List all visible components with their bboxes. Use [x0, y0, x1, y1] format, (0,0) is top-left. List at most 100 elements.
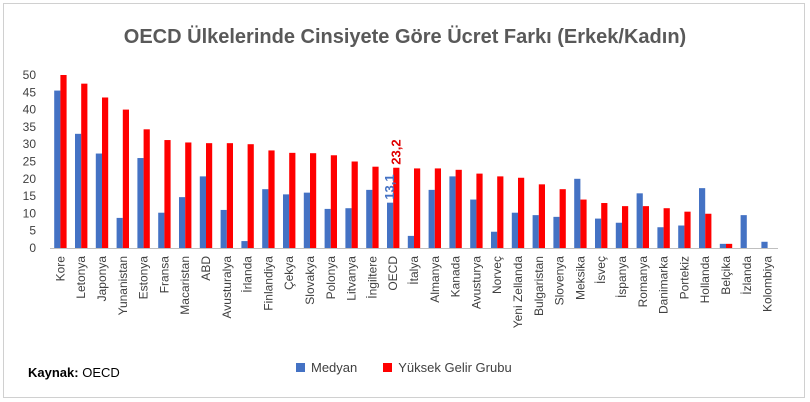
bar-medyan [241, 241, 248, 248]
bar-medyan [553, 216, 560, 248]
bar-medyan [719, 243, 726, 248]
bar-yuksek-gelir [622, 206, 629, 248]
bar-yuksek-gelir [247, 144, 254, 248]
x-tick-label: İzlanda [740, 256, 754, 295]
bar-yuksek-gelir [538, 184, 545, 248]
data-label: 23,2 [388, 139, 403, 164]
bar-medyan [262, 189, 269, 248]
bar-yuksek-gelir [268, 150, 275, 248]
y-tick-label: 30 [23, 137, 37, 151]
bar-yuksek-gelir [705, 213, 712, 248]
x-tick-label: Polonya [324, 256, 338, 300]
bar-medyan [75, 133, 82, 248]
x-tick-label: Finlandiya [261, 256, 275, 311]
bar-medyan [532, 215, 539, 248]
bar-medyan [407, 235, 414, 248]
bar-yuksek-gelir [476, 173, 483, 248]
bar-yuksek-gelir [226, 143, 233, 248]
y-tick-label: 20 [23, 172, 37, 186]
x-tick-label: Portekiz [677, 256, 691, 299]
bar-yuksek-gelir [455, 169, 462, 248]
x-tick-label: İsveç [594, 256, 608, 284]
bar-yuksek-gelir [206, 143, 213, 248]
bar-medyan [137, 158, 144, 248]
bar-medyan [283, 194, 290, 248]
x-tick-label: Yunanistan [116, 256, 130, 315]
bar-yuksek-gelir [372, 166, 379, 248]
legend-label-yuksek-gelir: Yüksek Gelir Grubu [398, 360, 512, 375]
x-tick-label: Belçika [719, 256, 733, 295]
bar-yuksek-gelir [330, 155, 337, 248]
x-tick-label: Letonya [74, 256, 88, 299]
x-tick-label: Slovakya [303, 256, 317, 305]
x-tick-label: Almanya [428, 256, 442, 303]
bar-medyan [740, 215, 747, 248]
bar-yuksek-gelir [559, 189, 566, 248]
x-tick-label: ABD [199, 256, 213, 281]
bar-yuksek-gelir [497, 176, 504, 248]
bar-medyan [761, 241, 768, 248]
legend-item-medyan: Medyan [296, 360, 357, 375]
bar-medyan [179, 197, 186, 248]
bar-medyan [491, 231, 498, 248]
source-label: Kaynak: [28, 365, 79, 380]
bar-medyan [116, 217, 123, 248]
bar-yuksek-gelir [60, 75, 67, 248]
legend: Medyan Yüksek Gelir Grubu [296, 360, 512, 375]
x-tick-label: Norveç [490, 256, 504, 294]
bar-medyan [199, 176, 206, 248]
x-tick-label: İrlanda [241, 256, 255, 293]
bar-medyan [678, 225, 685, 248]
legend-swatch-yuksek-gelir [383, 363, 393, 372]
x-tick-label: Kanada [449, 256, 463, 298]
bar-medyan [574, 178, 581, 248]
y-tick-label: 10 [23, 206, 37, 220]
bar-medyan [95, 153, 102, 248]
x-tick-label: İtalya [407, 256, 421, 285]
y-tick-label: 40 [23, 103, 37, 117]
bar-yuksek-gelir [164, 140, 171, 248]
bar-medyan [615, 222, 622, 248]
bar-medyan [511, 212, 518, 248]
bar-medyan [345, 208, 352, 248]
bar-medyan [366, 189, 373, 248]
bar-medyan [449, 176, 456, 248]
bar-medyan [636, 193, 643, 248]
bar-yuksek-gelir [81, 83, 88, 249]
bar-yuksek-gelir [143, 129, 150, 248]
bar-medyan [158, 212, 165, 248]
x-tick-label: Fransa [157, 256, 171, 294]
y-tick-label: 45 [23, 85, 37, 99]
bar-medyan [699, 188, 706, 248]
chart-title: OECD Ülkelerinde Cinsiyete Göre Ücret Fa… [123, 26, 687, 48]
x-tick-label: Meksika [573, 256, 587, 300]
bar-yuksek-gelir [663, 208, 670, 248]
x-tick-label: İspanya [615, 256, 629, 298]
bar-yuksek-gelir [414, 168, 421, 248]
bar-medyan [470, 199, 477, 248]
source-value: OECD [82, 365, 120, 380]
bar-medyan [303, 192, 310, 248]
x-tick-label: Çekya [282, 256, 296, 290]
x-tick-label: Avusturalya [220, 256, 234, 319]
legend-item-yuksek-gelir: Yüksek Gelir Grubu [383, 360, 512, 375]
legend-label-medyan: Medyan [311, 360, 358, 375]
bar-yuksek-gelir [601, 203, 608, 248]
x-tick-label: Kore [53, 256, 67, 282]
bar-yuksek-gelir [102, 97, 109, 249]
y-tick-label: 50 [23, 68, 37, 82]
bar-medyan [54, 90, 61, 248]
x-tick-label: Hollanda [698, 256, 712, 304]
bar-yuksek-gelir [351, 161, 358, 248]
x-tick-label: Danimarka [657, 256, 671, 314]
bar-yuksek-gelir [684, 211, 691, 248]
bar-yuksek-gelir [642, 206, 649, 248]
bar-yuksek-gelir [518, 177, 525, 248]
x-tick-label: Bulgaristan [532, 256, 546, 316]
x-tick-label: Estonya [137, 256, 151, 300]
bar-yuksek-gelir [434, 168, 441, 248]
y-tick-label: 35 [23, 120, 37, 134]
bar-medyan [387, 202, 394, 248]
bar-yuksek-gelir [580, 199, 587, 248]
